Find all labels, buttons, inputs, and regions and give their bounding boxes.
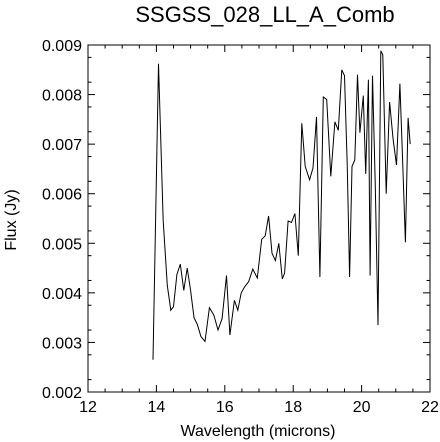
x-tick-label: 12 (79, 399, 97, 416)
y-tick-label: 0.006 (42, 187, 82, 204)
y-axis-ticks: 0.002 0.003 0.004 0.005 0.006 0.007 0.008 0.009 (42, 38, 430, 402)
x-axis-label: Wavelength (microns) (180, 423, 335, 440)
y-axis-label: Flux (Jy) (3, 189, 20, 250)
spectrum-line (152, 50, 411, 360)
y-tick-label: 0.009 (42, 38, 82, 55)
y-tick-label: 0.008 (42, 88, 82, 105)
x-tick-label: 14 (148, 399, 166, 416)
x-axis-ticks: 12 14 16 18 20 22 (79, 45, 439, 416)
y-tick-label: 0.005 (42, 236, 82, 253)
y-tick-label: 0.002 (42, 385, 82, 402)
y-tick-label: 0.004 (42, 286, 82, 303)
x-tick-label: 18 (284, 399, 302, 416)
x-tick-label: 16 (216, 399, 234, 416)
series-layer (152, 50, 411, 360)
y-tick-label: 0.007 (42, 137, 82, 154)
y-tick-label: 0.003 (42, 335, 82, 352)
x-tick-label: 20 (353, 399, 371, 416)
chart-title: SSGSS_028_LL_A_Comb (135, 2, 394, 27)
x-tick-label: 22 (421, 399, 439, 416)
